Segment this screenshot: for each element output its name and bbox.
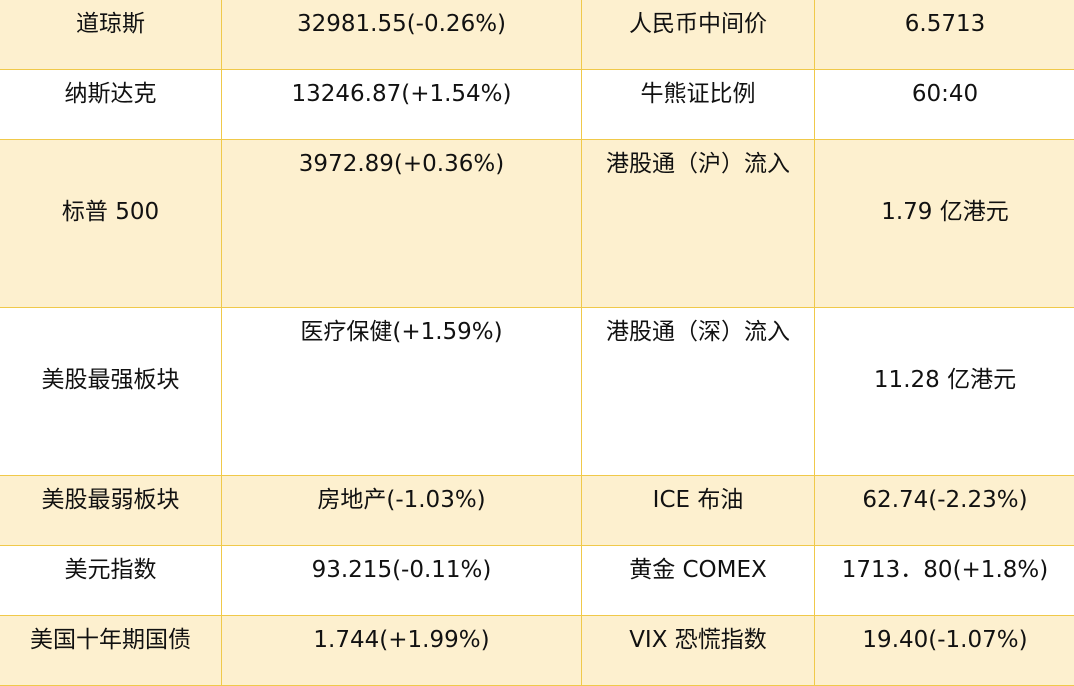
- value-cell: 6.5713: [815, 0, 1074, 70]
- value-cell: 房地产(-1.03%): [222, 476, 582, 546]
- label-cell: 港股通（深）流入: [582, 308, 815, 476]
- value-cell: 1.79 亿港元: [815, 140, 1074, 308]
- value-cell: 32981.55(-0.26%): [222, 0, 582, 70]
- value-cell: 19.40(-1.07%): [815, 616, 1074, 686]
- table-row: 美元指数 93.215(-0.11%) 黄金 COMEX 1713．80(+1.…: [0, 546, 1074, 616]
- label-cell: 黄金 COMEX: [582, 546, 815, 616]
- label-cell: 道琼斯: [0, 0, 222, 70]
- table-row: 美股最强板块 医疗保健(+1.59%) 港股通（深）流入 11.28 亿港元: [0, 308, 1074, 476]
- table-row: 纳斯达克 13246.87(+1.54%) 牛熊证比例 60:40: [0, 70, 1074, 140]
- value-cell: 1713．80(+1.8%): [815, 546, 1074, 616]
- label-cell: 标普 500: [0, 140, 222, 308]
- value-cell: 93.215(-0.11%): [222, 546, 582, 616]
- table-row: 道琼斯 32981.55(-0.26%) 人民币中间价 6.5713: [0, 0, 1074, 70]
- label-cell: VIX 恐慌指数: [582, 616, 815, 686]
- value-cell: 医疗保健(+1.59%): [222, 308, 582, 476]
- label-cell: 美元指数: [0, 546, 222, 616]
- label-cell: 纳斯达克: [0, 70, 222, 140]
- label-cell: 人民币中间价: [582, 0, 815, 70]
- value-cell: 60:40: [815, 70, 1074, 140]
- value-cell: 13246.87(+1.54%): [222, 70, 582, 140]
- value-cell: 11.28 亿港元: [815, 308, 1074, 476]
- label-cell: 港股通（沪）流入: [582, 140, 815, 308]
- table-row: 标普 500 3972.89(+0.36%) 港股通（沪）流入 1.79 亿港元: [0, 140, 1074, 308]
- label-cell: 美股最强板块: [0, 308, 222, 476]
- value-cell: 62.74(-2.23%): [815, 476, 1074, 546]
- value-cell: 1.744(+1.99%): [222, 616, 582, 686]
- label-cell: 美股最弱板块: [0, 476, 222, 546]
- label-cell: 美国十年期国债: [0, 616, 222, 686]
- table-row: 美国十年期国债 1.744(+1.99%) VIX 恐慌指数 19.40(-1.…: [0, 616, 1074, 686]
- label-cell: ICE 布油: [582, 476, 815, 546]
- label-cell: 牛熊证比例: [582, 70, 815, 140]
- value-cell: 3972.89(+0.36%): [222, 140, 582, 308]
- table-row: 美股最弱板块 房地产(-1.03%) ICE 布油 62.74(-2.23%): [0, 476, 1074, 546]
